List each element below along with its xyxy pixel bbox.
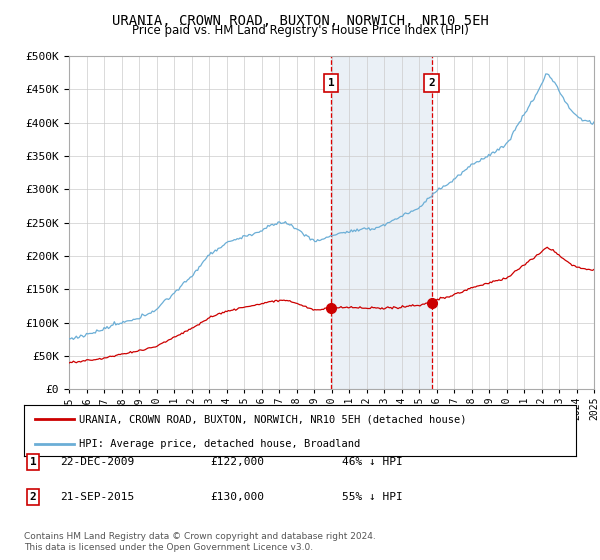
Text: 21-SEP-2015: 21-SEP-2015: [60, 492, 134, 502]
Text: Price paid vs. HM Land Registry's House Price Index (HPI): Price paid vs. HM Land Registry's House …: [131, 24, 469, 37]
Text: 2: 2: [428, 78, 435, 88]
Text: HPI: Average price, detached house, Broadland: HPI: Average price, detached house, Broa…: [79, 438, 361, 449]
Text: £122,000: £122,000: [210, 457, 264, 467]
Text: £130,000: £130,000: [210, 492, 264, 502]
Text: 55% ↓ HPI: 55% ↓ HPI: [342, 492, 403, 502]
Text: Contains HM Land Registry data © Crown copyright and database right 2024.
This d: Contains HM Land Registry data © Crown c…: [24, 532, 376, 552]
Text: URANIA, CROWN ROAD, BUXTON, NORWICH, NR10 5EH: URANIA, CROWN ROAD, BUXTON, NORWICH, NR1…: [112, 14, 488, 28]
Bar: [331, 56, 431, 389]
Text: 1: 1: [328, 78, 334, 88]
Text: 2: 2: [29, 492, 37, 502]
Text: 1: 1: [29, 457, 37, 467]
Text: URANIA, CROWN ROAD, BUXTON, NORWICH, NR10 5EH (detached house): URANIA, CROWN ROAD, BUXTON, NORWICH, NR1…: [79, 414, 467, 424]
Text: 46% ↓ HPI: 46% ↓ HPI: [342, 457, 403, 467]
Text: 22-DEC-2009: 22-DEC-2009: [60, 457, 134, 467]
